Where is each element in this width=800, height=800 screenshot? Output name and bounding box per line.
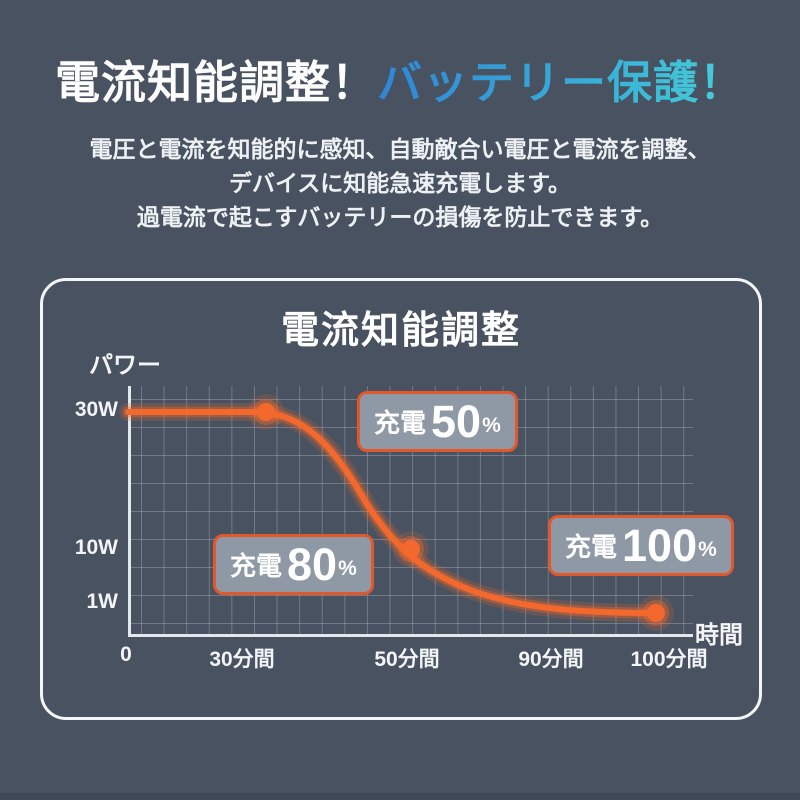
y-axis-label: パワー: [89, 352, 161, 379]
x-tick-100min: 100分間: [630, 648, 708, 671]
annotation-100-value: 100: [622, 520, 698, 571]
x-axis-label: 時間: [695, 622, 743, 649]
annotation-charge-80-percent: 充電 80 %: [213, 534, 374, 595]
y-tick-10w: 10W: [74, 536, 118, 559]
annotation-80-prefix: 充電: [230, 551, 283, 581]
x-tick-0: 0: [120, 643, 132, 666]
subtitle-line-2: デバイスに知能急速充電します。: [228, 170, 571, 196]
bottom-strip: [0, 793, 800, 800]
chart-panel: 電流知能調整 パワー 30W 10W 1W 充電 50 % 充電 80 %: [40, 278, 762, 720]
subtitle-line-1: 電圧と電流を知能的に感知、自動敵合い電圧と電流を調整、: [89, 136, 711, 162]
annotation-charge-100-percent: 充電 100 %: [548, 515, 734, 576]
annotation-80-value: 80: [287, 539, 338, 590]
page-title: 電流知能調整！バッテリー保護！: [0, 46, 800, 111]
y-tick-30w: 30W: [74, 398, 118, 421]
x-tick-30min: 30分間: [209, 648, 275, 671]
x-tick-90min: 90分間: [518, 648, 584, 671]
page-title-accent: バッテリー保護！: [377, 57, 746, 108]
page-subtitle: 電圧と電流を知能的に感知、自動敵合い電圧と電流を調整、 デバイスに知能急速充電し…: [0, 132, 800, 234]
chart-title: 電流知能調整: [280, 310, 521, 352]
annotation-50-value: 50: [431, 396, 482, 447]
page-title-main: 電流知能調整！: [54, 57, 377, 108]
subtitle-line-3: 過電流で起こすバッテリーの損傷を防止できます。: [136, 204, 664, 230]
annotation-80-unit: %: [338, 557, 357, 580]
annotation-100-unit: %: [698, 538, 717, 561]
annotation-charge-50-percent: 充電 50 %: [357, 391, 518, 452]
annotation-50-unit: %: [482, 414, 501, 437]
y-tick-1w: 1W: [86, 590, 119, 613]
annotation-100-prefix: 充電: [565, 532, 618, 562]
x-tick-50min: 50分間: [374, 648, 440, 671]
annotation-50-prefix: 充電: [374, 408, 427, 438]
